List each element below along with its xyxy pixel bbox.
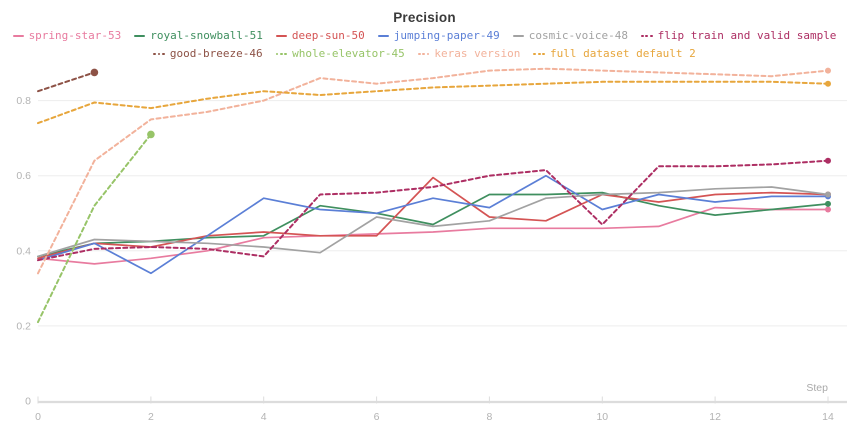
svg-text:Step: Step — [806, 382, 828, 394]
legend-label: royal-snowball-51 — [150, 29, 263, 42]
legend-marker-icon — [12, 34, 24, 38]
legend-marker-icon — [641, 34, 653, 38]
legend-item[interactable]: whole-elevator-45 — [275, 47, 405, 61]
legend-item[interactable]: full dataset default 2 — [533, 47, 696, 61]
legend-item[interactable]: flip train and valid sample — [641, 29, 836, 43]
legend-marker-icon — [377, 34, 389, 38]
svg-text:0.2: 0.2 — [16, 320, 31, 332]
legend-label: spring-star-53 — [28, 29, 122, 42]
legend-item[interactable]: keras version — [417, 47, 521, 61]
svg-text:10: 10 — [596, 411, 608, 423]
legend-label: deep-sun-50 — [291, 29, 365, 42]
legend-label: keras version — [434, 47, 521, 60]
svg-text:14: 14 — [822, 411, 834, 423]
svg-text:8: 8 — [486, 411, 492, 423]
legend-item[interactable]: good-breeze-46 — [153, 47, 263, 61]
legend-label: full dataset default 2 — [550, 47, 696, 60]
legend-item[interactable]: royal-snowball-51 — [134, 29, 263, 43]
legend-item[interactable]: jumping-paper-49 — [377, 29, 500, 43]
legend-marker-icon — [134, 34, 146, 38]
legend-label: jumping-paper-49 — [393, 29, 500, 42]
legend-marker-icon — [153, 52, 165, 56]
legend-row-2: good-breeze-46 whole-elevator-45 keras ver… — [0, 47, 849, 61]
legend-item[interactable]: cosmic-voice-48 — [512, 29, 629, 43]
svg-text:0.6: 0.6 — [16, 170, 31, 182]
legend-label: cosmic-voice-48 — [528, 29, 629, 42]
legend-item[interactable]: spring-star-53 — [12, 29, 122, 43]
legend-marker-icon — [275, 52, 288, 56]
legend-marker-icon — [417, 52, 430, 56]
svg-text:0.8: 0.8 — [16, 95, 31, 107]
legend-marker-icon — [533, 52, 545, 56]
legend-item[interactable]: deep-sun-50 — [275, 29, 365, 43]
svg-text:6: 6 — [374, 411, 380, 423]
chart-title: Precision — [393, 10, 456, 25]
legend-row-1: spring-star-53 royal-snowball-51 deep-sun-… — [0, 29, 849, 43]
legend-marker-icon — [275, 34, 287, 38]
svg-text:0: 0 — [25, 396, 31, 408]
svg-text:0.4: 0.4 — [16, 245, 31, 257]
legend-label: good-breeze-46 — [169, 47, 263, 60]
svg-text:4: 4 — [261, 411, 267, 423]
legend-marker-icon — [512, 34, 524, 38]
svg-text:2: 2 — [148, 411, 154, 423]
svg-text:0: 0 — [35, 411, 41, 423]
svg-text:12: 12 — [709, 411, 721, 423]
legend-label: flip train and valid sample — [657, 29, 837, 42]
legend-label: whole-elevator-45 — [292, 47, 405, 60]
